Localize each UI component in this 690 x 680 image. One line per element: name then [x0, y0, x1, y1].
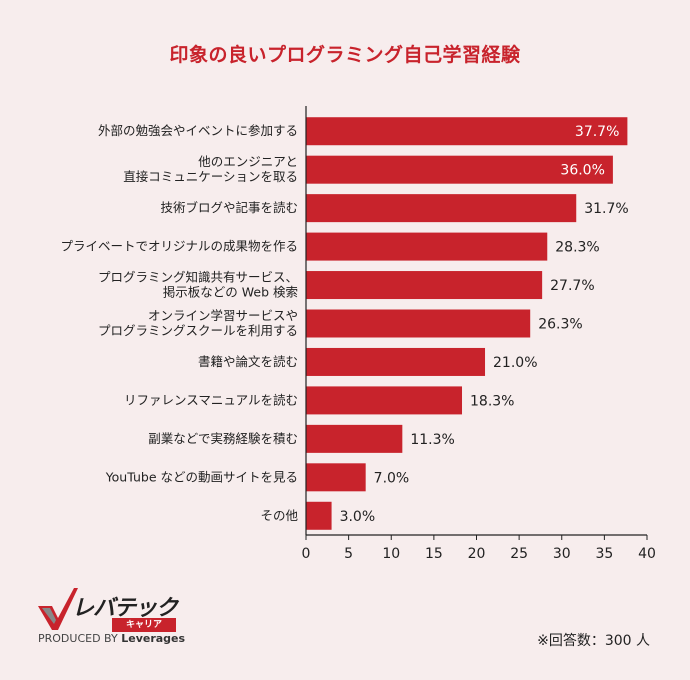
- bar: [306, 155, 613, 184]
- bar: [306, 271, 543, 300]
- value-label: 3.0%: [340, 509, 376, 525]
- value-label: 21.0%: [493, 355, 537, 371]
- bar: [306, 194, 577, 223]
- x-tick-label: 5: [344, 546, 353, 562]
- category-label: 他のエンジニアと: [198, 154, 298, 169]
- bar: [306, 117, 628, 146]
- logo-checkmark-icon: [38, 588, 78, 630]
- x-tick-label: 25: [510, 546, 528, 562]
- chart-title: 印象の良いプログラミング自己学習経験: [169, 44, 521, 66]
- value-label: 31.7%: [584, 201, 628, 217]
- bar: [306, 463, 366, 492]
- logo-brand: レバテック: [72, 596, 178, 621]
- x-tick-label: 10: [382, 546, 400, 562]
- category-label: 外部の勉強会やイベントに参加する: [98, 123, 298, 138]
- category-label: 技術ブログや記事を読む: [160, 200, 298, 215]
- category-label: プログラミング知識共有サービス、: [98, 270, 298, 285]
- bar-chart: 37.7% 外部の勉強会やイベントに参加する 36.0% 他のエンジニアと直接コミュニ…: [60, 106, 656, 562]
- value-label: 26.3%: [538, 317, 582, 333]
- bar: [306, 386, 463, 415]
- bar: [306, 424, 403, 453]
- category-label: YouTube などの動画サイトを見る: [105, 469, 298, 484]
- bar: [306, 347, 486, 376]
- logo-produced-by: PRODUCED BY Leverages: [38, 632, 185, 645]
- bar: [306, 232, 548, 261]
- category-label: その他: [260, 508, 298, 523]
- produced-by-text: PRODUCED BY: [38, 632, 118, 645]
- respondent-count-note: ※回答数：300 人: [537, 633, 650, 649]
- bar: [306, 501, 332, 530]
- category-label: 書籍や論文を読む: [198, 354, 298, 369]
- category-label: 掲示板などの Web 検索: [163, 285, 298, 300]
- value-label: 28.3%: [555, 240, 599, 256]
- value-label: 37.7%: [575, 124, 619, 140]
- category-label: 副業などで実務経験を積む: [148, 431, 298, 446]
- category-label: オンライン学習サービスや: [148, 308, 298, 323]
- x-tick-label: 30: [553, 546, 571, 562]
- category-label: リファレンスマニュアルを読む: [124, 392, 298, 407]
- x-tick-label: 40: [638, 546, 656, 562]
- value-label: 27.7%: [550, 278, 594, 294]
- x-tick-label: 15: [425, 546, 443, 562]
- x-tick-label: 20: [468, 546, 486, 562]
- value-label: 36.0%: [560, 163, 604, 179]
- bar: [306, 309, 531, 338]
- value-label: 11.3%: [410, 432, 454, 448]
- category-label: プログラミングスクールを利用する: [98, 323, 298, 338]
- value-label: 7.0%: [374, 470, 410, 486]
- x-tick-label: 35: [595, 546, 613, 562]
- logo-sub: キャリア: [112, 618, 176, 632]
- company-logo: レバテック キャリア PRODUCED BY Leverages: [38, 588, 208, 648]
- category-label: プライベートでオリジナルの成果物を作る: [60, 239, 298, 254]
- company-name: Leverages: [121, 632, 186, 645]
- category-label: 直接コミュニケーションを取る: [123, 169, 298, 184]
- x-tick-label: 0: [302, 546, 311, 562]
- value-label: 18.3%: [470, 393, 514, 409]
